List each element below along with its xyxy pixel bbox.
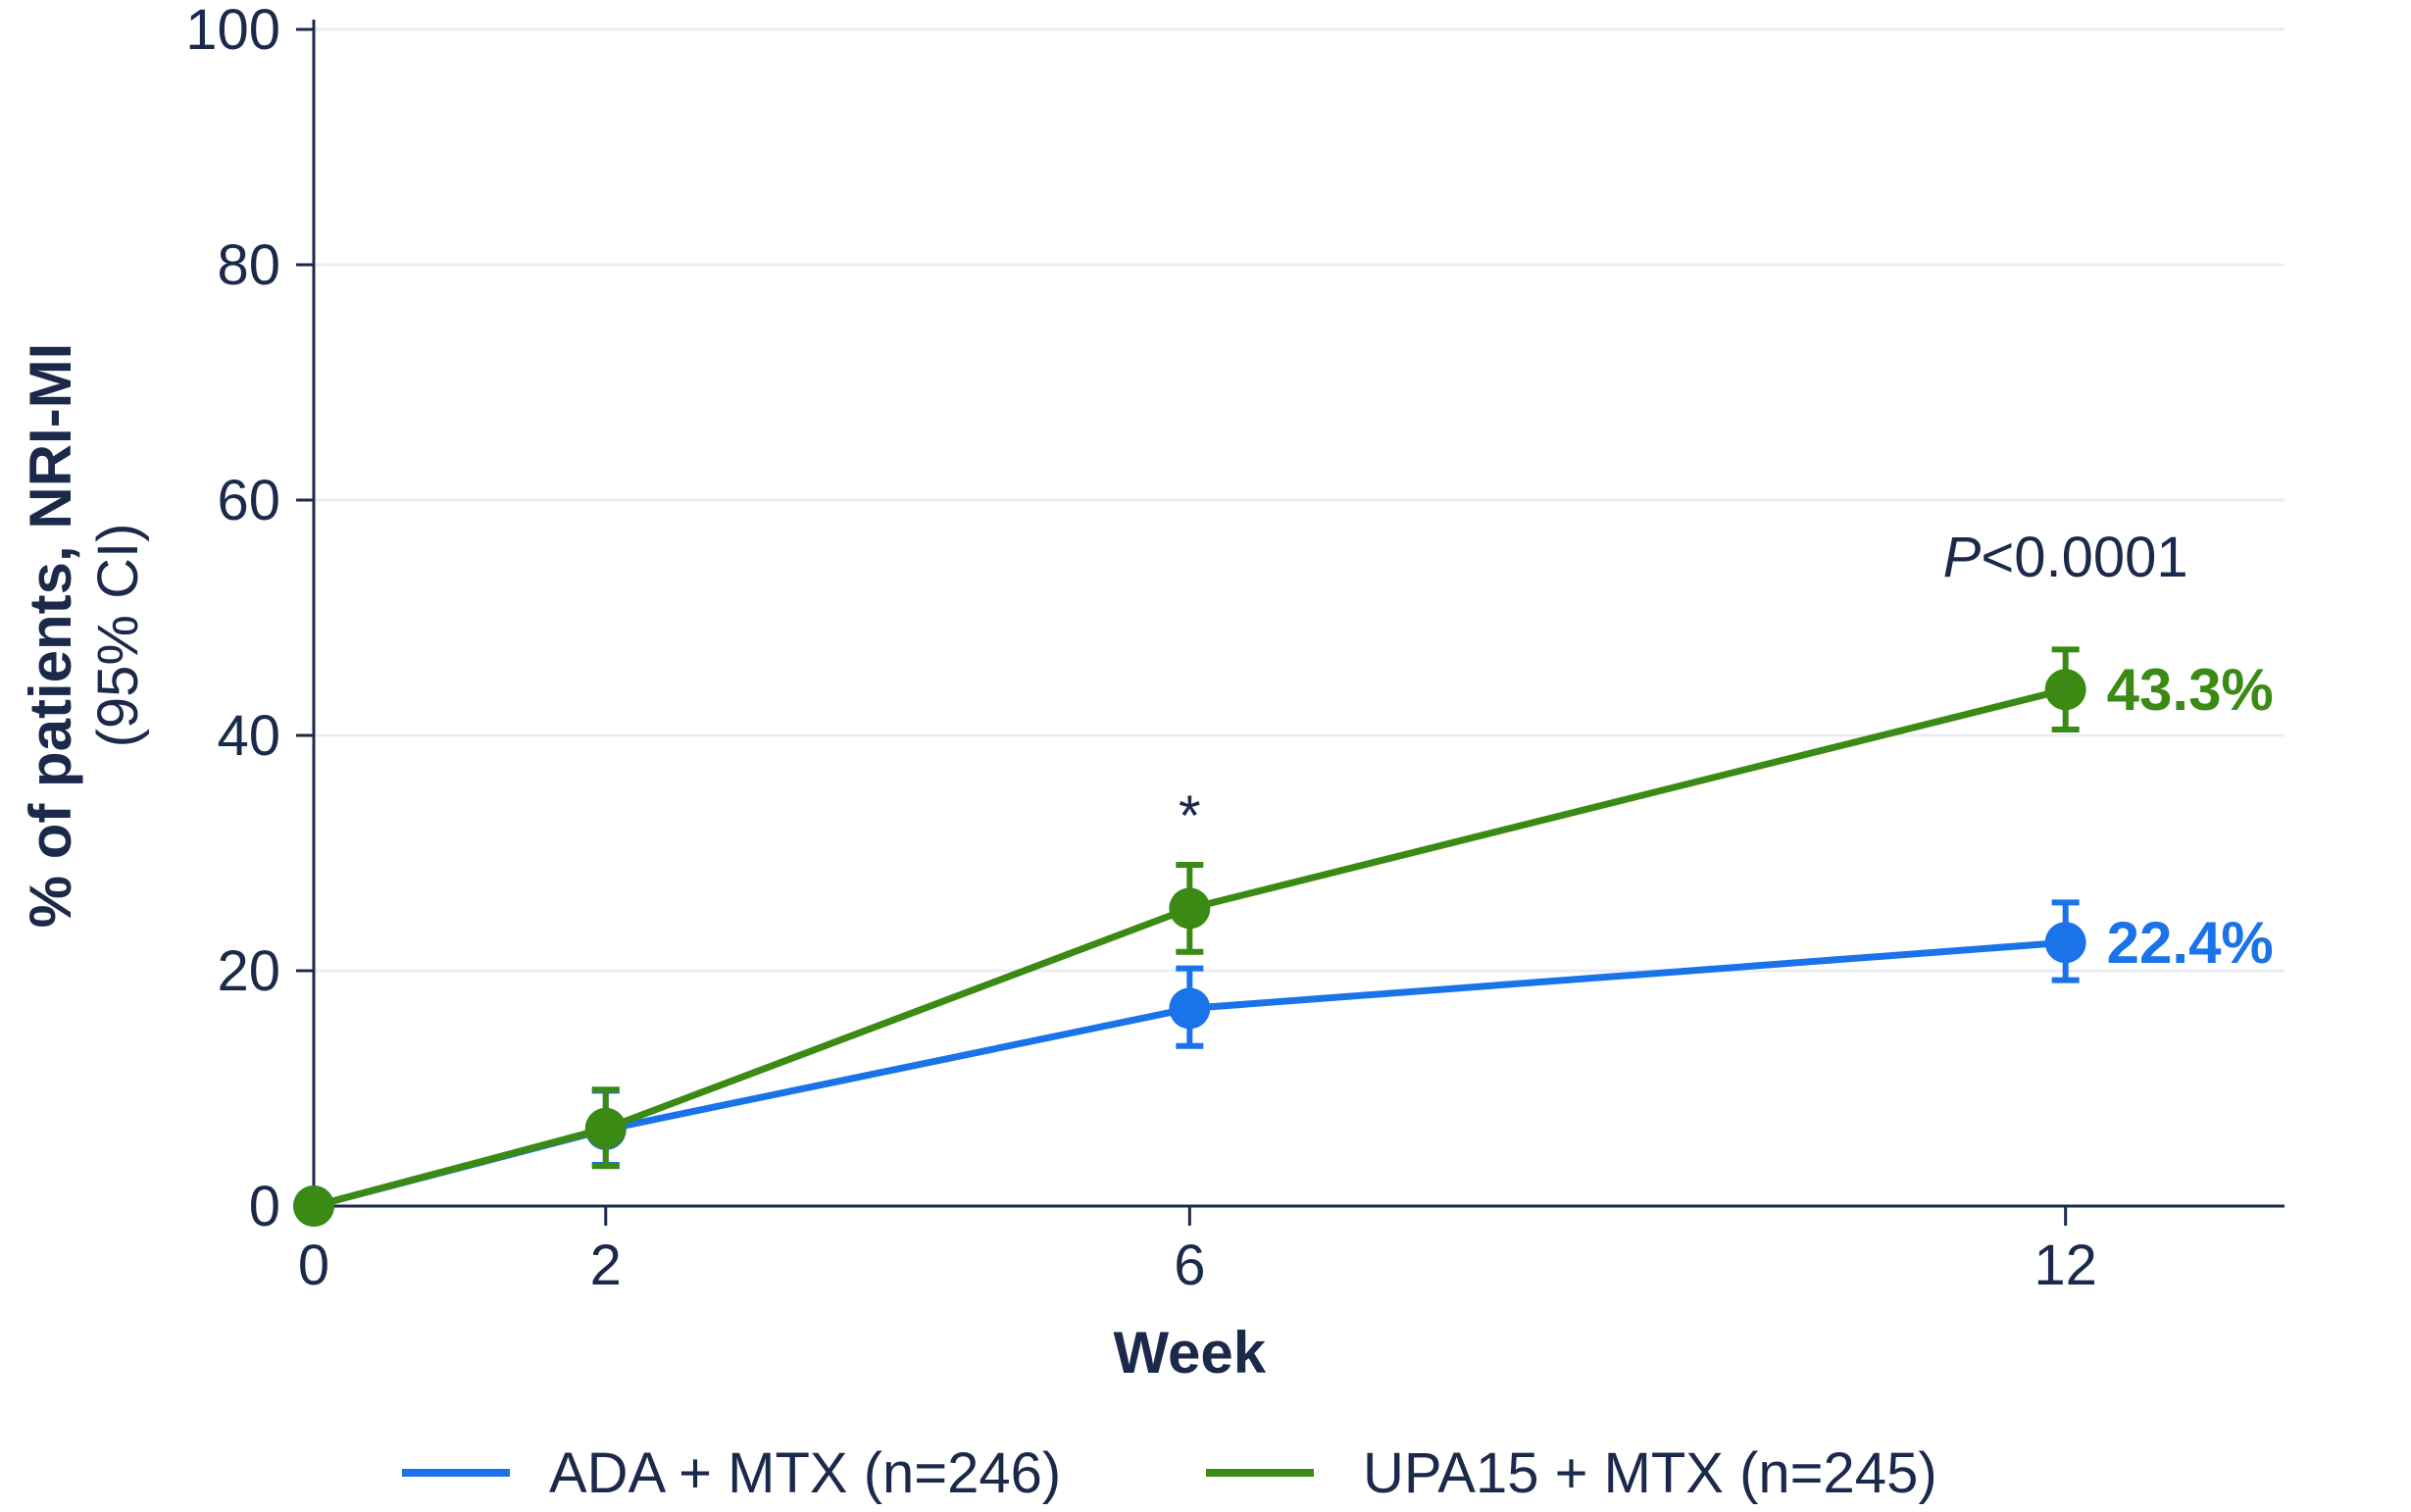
p-value-annotation: P<0.0001 [1943,526,2188,589]
legend-label: ADA + MTX (n=246) [549,1441,1061,1505]
data-point [293,1185,334,1227]
data-point [1169,887,1211,930]
y-tick-label: 100 [185,0,280,62]
x-tick-label: 6 [1174,1234,1205,1297]
gridlines [314,27,2285,973]
x-tick-label: 12 [2034,1234,2097,1297]
series-line [313,685,2067,1210]
x-axis-title: Week [1114,1320,1267,1386]
data-point [2044,669,2086,711]
data-point [1169,987,1211,1030]
y-axis-ticks: 0 20 40 60 80 100 [185,0,314,1238]
series-layer: 22.4% 43.3% [293,646,2274,1227]
data-point [584,1107,627,1149]
y-tick-label: 80 [217,233,280,297]
y-tick-label: 60 [217,469,280,532]
significance-star: * [1179,784,1201,848]
x-tick-label: 2 [590,1234,622,1297]
legend-item: UPA15 + MTX (n=245) [1206,1441,1937,1505]
end-value-label: 43.3% [2107,657,2274,723]
legend: ADA + MTX (n=246) UPA15 + MTX (n=245) [402,1441,1937,1505]
y-axis-title-main: % of patients, NRI-MI [18,343,83,929]
y-tick-label: 0 [249,1175,280,1238]
y-tick-label: 40 [217,704,280,768]
y-tick-label: 20 [217,939,280,1003]
series-ada-mtx: 22.4% [293,899,2274,1227]
y-axis-title: % of patients, NRI-MI (95% CI) [18,343,150,929]
series-upa15-mtx: 43.3% [293,646,2274,1227]
x-axis-ticks: 0 2 6 12 [298,1206,2097,1297]
axes [312,20,2285,1208]
p-value-rest: <0.0001 [1981,526,2187,589]
end-value-label: 22.4% [2107,910,2274,976]
p-value-prefix: P [1943,526,1982,589]
legend-label: UPA15 + MTX (n=245) [1363,1441,1937,1505]
data-point [2044,922,2086,964]
legend-item: ADA + MTX (n=246) [402,1441,1061,1505]
y-axis-title-sub: (95% CI) [86,524,150,748]
x-tick-label: 0 [298,1234,329,1297]
